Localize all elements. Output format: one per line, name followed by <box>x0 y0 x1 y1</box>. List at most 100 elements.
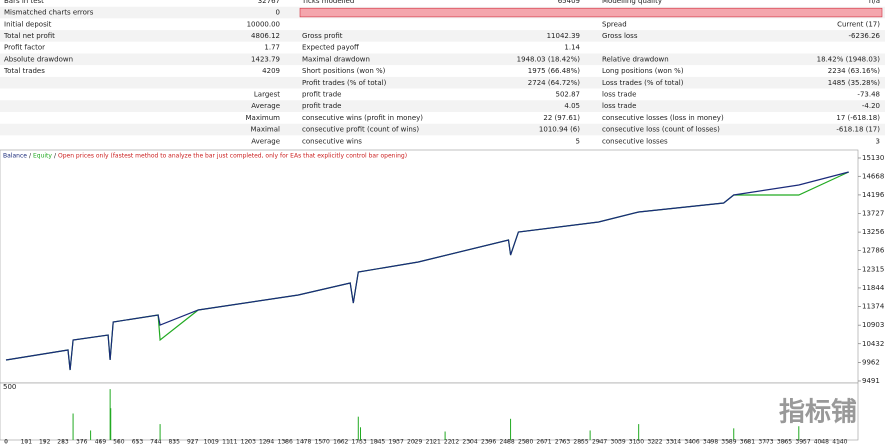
stat-value: 1485 (35.28%) <box>828 79 880 87</box>
stat-label: Spread <box>602 20 627 28</box>
x-tick-label: 2488 <box>499 439 514 445</box>
stat-value: n/a <box>869 0 880 5</box>
y-tick-label: 13727 <box>862 209 884 217</box>
x-tick-label: 3681 <box>740 439 755 445</box>
stat-label: Expected payoff <box>302 44 359 52</box>
table-row <box>0 53 885 66</box>
x-tick-label: 3406 <box>684 439 699 445</box>
stat-label: Modelling quality <box>602 0 662 5</box>
table-row <box>0 112 885 124</box>
stat-value: 4806.12 <box>251 32 280 40</box>
stat-value: -4.20 <box>862 102 880 110</box>
x-tick-label: 2396 <box>481 439 496 445</box>
stat-label: Ticks modelled <box>301 0 354 5</box>
x-tick-label: 3498 <box>703 439 718 445</box>
y-tick-label: 11374 <box>862 303 885 311</box>
stat-value: Maximum <box>246 114 281 122</box>
legend-separator: / <box>54 153 57 160</box>
x-tick-label: 744 <box>150 439 162 445</box>
stat-label: Total net profit <box>3 32 55 40</box>
x-tick-label: 2304 <box>462 439 477 445</box>
stat-label: Loss trades (% of total) <box>602 79 684 87</box>
volume-bar <box>444 431 446 440</box>
stat-label: Gross loss <box>602 32 638 40</box>
stat-value: Average <box>251 102 280 110</box>
stat-value: Current (17) <box>837 20 880 28</box>
x-tick-label: 1478 <box>296 439 311 445</box>
x-tick-label: 653 <box>132 439 144 445</box>
volume-bar <box>510 418 512 440</box>
volume-bar <box>360 427 362 440</box>
stat-label: Mismatched charts errors <box>4 9 94 17</box>
chart-area <box>0 149 859 384</box>
table-row <box>0 135 885 148</box>
x-tick-label: 3039 <box>610 439 625 445</box>
stat-label: Total trades <box>3 67 45 75</box>
stat-value: 4.05 <box>564 102 580 110</box>
stat-value: Maximal <box>251 126 281 134</box>
legend-entry: Balance <box>3 153 27 160</box>
x-tick-label: 1203 <box>241 439 256 445</box>
stat-value: 1423.79 <box>251 55 280 63</box>
stat-value: 11042.39 <box>547 32 580 40</box>
stat-label: Short positions (won %) <box>302 67 386 75</box>
legend-separator: / <box>29 153 32 160</box>
x-tick-label: 4140 <box>832 439 847 445</box>
y-tick-label: 11844 <box>862 284 885 292</box>
x-tick-label: 1753 <box>351 439 366 445</box>
stat-label: loss trade <box>602 102 636 110</box>
stat-label: consecutive losses (loss in money) <box>602 114 724 122</box>
stat-value: 22 (97.61) <box>543 114 580 122</box>
x-tick-label: 283 <box>57 439 69 445</box>
x-tick-label: 1662 <box>333 439 348 445</box>
volume-bar <box>159 424 161 440</box>
y-tick-label: 13256 <box>862 228 885 236</box>
stat-label: consecutive profit (count of wins) <box>302 126 419 134</box>
table-row <box>0 0 885 7</box>
x-tick-label: 2121 <box>426 439 441 445</box>
x-tick-label: 3222 <box>647 439 662 445</box>
stat-value: -73.48 <box>857 90 880 98</box>
x-tick-label: 2580 <box>518 439 533 445</box>
stat-value: 1975 (66.48%) <box>528 67 580 75</box>
stat-value: Average <box>251 137 280 145</box>
x-tick-label: 0 <box>4 439 8 445</box>
stat-label: consecutive wins <box>302 137 362 145</box>
stat-label: Profit factor <box>4 44 45 52</box>
y-tick-label: 12315 <box>862 265 884 273</box>
y-tick-label: 14196 <box>862 191 885 199</box>
volume-bar <box>109 389 111 440</box>
x-tick-label: 3589 <box>721 439 736 445</box>
x-tick-label: 1111 <box>222 439 237 445</box>
y-tick-label: 10432 <box>862 340 884 348</box>
table-row <box>0 18 885 31</box>
x-tick-label: 192 <box>39 439 51 445</box>
x-tick-label: 2947 <box>592 439 607 445</box>
volume-tick-label: 500 <box>3 383 16 391</box>
volume-bar <box>72 413 74 440</box>
volume-area <box>0 382 859 441</box>
volume-bar <box>733 428 735 440</box>
table-row <box>0 76 885 89</box>
stat-label: Initial deposit <box>4 20 52 28</box>
x-tick-label: 469 <box>95 439 107 445</box>
x-tick-label: 4048 <box>814 439 829 445</box>
x-tick-label: 2671 <box>536 439 551 445</box>
y-tick-label: 9962 <box>862 358 880 366</box>
x-tick-label: 1019 <box>204 439 219 445</box>
stat-value: 1.77 <box>264 44 280 52</box>
stat-label: Long positions (won %) <box>602 67 684 75</box>
stat-label: consecutive losses <box>602 137 668 145</box>
y-tick-label: 12786 <box>862 247 885 255</box>
series-line <box>5 171 849 371</box>
x-tick-label: 2763 <box>555 439 570 445</box>
stat-value: 32767 <box>258 0 280 5</box>
stat-label: profit trade <box>302 90 342 98</box>
stat-label: Absolute drawdown <box>4 55 73 63</box>
volume-bar <box>798 426 800 440</box>
table-row <box>0 30 885 42</box>
legend-note: Open prices only (fastest method to anal… <box>58 153 407 160</box>
stat-value: 65409 <box>558 0 580 5</box>
